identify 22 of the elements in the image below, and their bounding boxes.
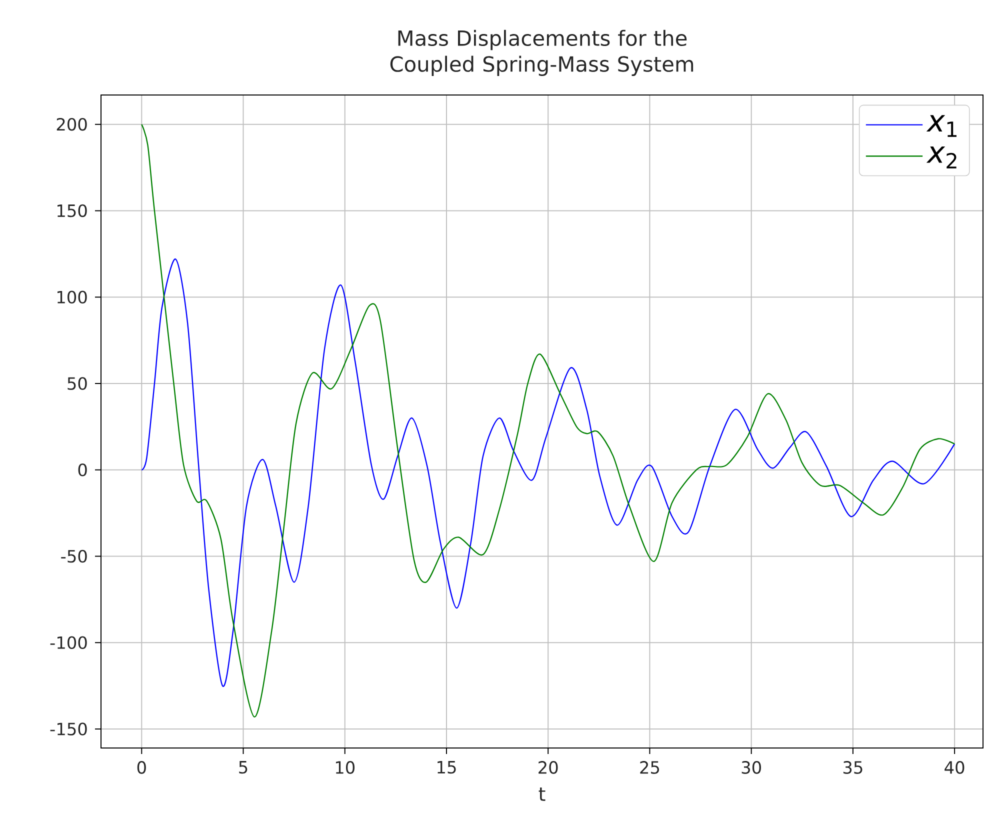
x-tick-label: 10 [336,761,355,774]
x-tick-label: 15 [438,761,456,774]
x-tick-label: 35 [843,761,862,774]
legend-label: x$_{2}$ [926,146,956,168]
x-axis-title: t [538,788,546,801]
x-tick-label: 20 [538,761,558,774]
y-tick-label: -150 [50,722,87,736]
y-tick-label: 100 [58,290,87,304]
x-tick-label: 25 [640,761,659,774]
y-tick-label: -100 [50,636,87,650]
y-tick-label: -50 [61,550,87,563]
x-tick-label: 30 [742,761,761,774]
x-tick-label: 0 [137,761,146,774]
y-tick-label: 150 [58,204,87,218]
y-tick-label: 0 [78,463,87,476]
x-tick-label: 5 [239,761,248,774]
y-tick-label: 200 [56,118,87,131]
y-tick-label: 50 [68,377,87,390]
legend-label: x$_{1}$ [926,115,956,137]
line-series [141,258,956,686]
x-tick-label: 40 [944,761,964,774]
chart-title: Mass Displacements for the Coupled Spring-Mass System [390,30,694,76]
